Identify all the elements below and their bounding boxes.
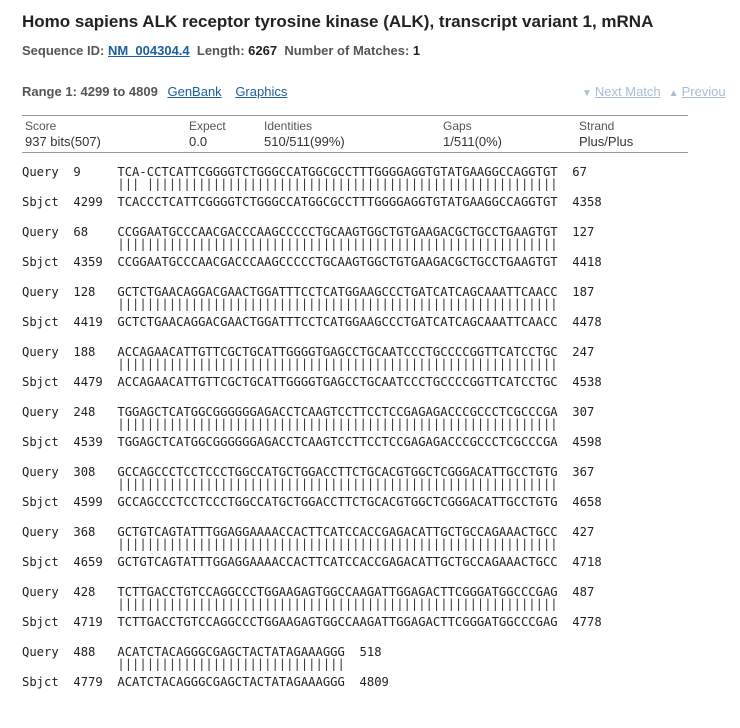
next-arrow-icon: ▼ xyxy=(582,88,592,99)
query-line: Query 368 GCTGTCAGTATTTGGAGGAAAACCACTTCA… xyxy=(22,525,595,539)
match-line: ||||||||||||||||||||||||||||||||||||||||… xyxy=(22,537,558,551)
sequence-id-link[interactable]: NM_004304.4 xyxy=(107,43,190,58)
query-line: Query 428 TCTTGACCTGTCCAGGCCCTGGAAGAGTGG… xyxy=(22,585,595,599)
query-line: Query 188 ACCAGAACATTGTTCGCTGCATTGGGGTGA… xyxy=(22,345,595,359)
match-line: ||| ||||||||||||||||||||||||||||||||||||… xyxy=(22,177,558,191)
subject-line: Sbjct 4299 TCACCCTCATTCGGGGTCTGGGCCATGGC… xyxy=(22,195,602,209)
match-navigation: ▼ Next Match ▲ Previou xyxy=(582,84,726,99)
score-table: Score 937 bits(507) Expect 0.0 Identitie… xyxy=(22,115,688,153)
strand-column: Strand Plus/Plus xyxy=(579,119,633,149)
match-line: ||||||||||||||||||||||||||||||||||||||||… xyxy=(22,477,558,491)
subject-line: Sbjct 4719 TCTTGACCTGTCCAGGCCCTGGAAGAGTG… xyxy=(22,615,602,629)
length-value: 6267 xyxy=(248,43,278,58)
range-row: Range 1: 4299 to 4809 GenBank Graphics xyxy=(22,84,287,99)
match-line: ||||||||||||||||||||||||||||||| xyxy=(22,657,345,671)
score-header: Score xyxy=(25,119,57,133)
gaps-column: Gaps 1/511(0%) xyxy=(443,119,502,149)
gaps-value: 1/511(0%) xyxy=(443,134,503,149)
subject-line: Sbjct 4659 GCTGTCAGTATTTGGAGGAAAACCACTTC… xyxy=(22,555,602,569)
subject-line: Sbjct 4599 GCCAGCCCTCCTCCCTGGCCATGCTGGAC… xyxy=(22,495,602,509)
previous-match-link[interactable]: Previou xyxy=(681,84,726,99)
previous-arrow-icon: ▲ xyxy=(668,88,679,99)
sequence-meta: Sequence ID: NM_004304.4 Length: 6267 Nu… xyxy=(22,43,420,58)
match-line: ||||||||||||||||||||||||||||||||||||||||… xyxy=(22,597,558,611)
subject-line: Sbjct 4779 ACATCTACAGGGCGAGCTACTATAGAAAG… xyxy=(22,675,389,689)
gaps-header: Gaps xyxy=(443,119,472,133)
score-value: 937 bits(507) xyxy=(25,134,101,149)
query-line: Query 9 TCA-CCTCATTCGGGGTCTGGGCCATGGCGCC… xyxy=(22,165,587,179)
identities-value: 510/511(99%) xyxy=(264,134,345,149)
strand-value: Plus/Plus xyxy=(579,134,634,149)
page-title: Homo sapiens ALK receptor tyrosine kinas… xyxy=(22,12,654,31)
subject-line: Sbjct 4539 TGGAGCTCATGGCGGGGGGAGACCTCAAG… xyxy=(22,435,602,449)
expect-column: Expect 0.0 xyxy=(189,119,226,149)
range-label: Range 1: 4299 to 4809 xyxy=(22,84,158,99)
subject-line: Sbjct 4479 ACCAGAACATTGTTCGCTGCATTGGGGTG… xyxy=(22,375,602,389)
genbank-link[interactable]: GenBank xyxy=(167,84,222,99)
matches-value: 1 xyxy=(412,43,421,58)
next-match-link[interactable]: Next Match xyxy=(594,84,661,99)
match-line: ||||||||||||||||||||||||||||||||||||||||… xyxy=(22,297,558,311)
match-line: ||||||||||||||||||||||||||||||||||||||||… xyxy=(22,357,558,371)
subject-line: Sbjct 4359 CCGGAATGCCCAACGACCCAAGCCCCCTG… xyxy=(22,255,602,269)
sequence-id-label: Sequence ID: xyxy=(22,43,105,58)
score-column: Score 937 bits(507) xyxy=(25,119,101,149)
query-line: Query 128 GCTCTGAACAGGACGAACTGGATTTCCTCA… xyxy=(22,285,595,299)
expect-value: 0.0 xyxy=(189,134,208,149)
expect-header: Expect xyxy=(189,119,226,133)
match-line: ||||||||||||||||||||||||||||||||||||||||… xyxy=(22,237,558,251)
strand-header: Strand xyxy=(579,119,615,133)
matches-label: Number of Matches: xyxy=(284,43,410,58)
subject-line: Sbjct 4419 GCTCTGAACAGGACGAACTGGATTTCCTC… xyxy=(22,315,602,329)
query-line: Query 488 ACATCTACAGGGCGAGCTACTATAGAAAGG… xyxy=(22,645,382,659)
query-line: Query 308 GCCAGCCCTCCTCCCTGGCCATGCTGGACC… xyxy=(22,465,595,479)
identities-column: Identities 510/511(99%) xyxy=(264,119,345,149)
length-label: Length: xyxy=(196,43,245,58)
query-line: Query 68 CCGGAATGCCCAACGACCCAAGCCCCCTGCA… xyxy=(22,225,595,239)
match-line: ||||||||||||||||||||||||||||||||||||||||… xyxy=(22,417,558,431)
graphics-link[interactable]: Graphics xyxy=(235,84,288,99)
query-line: Query 248 TGGAGCTCATGGCGGGGGGAGACCTCAAGT… xyxy=(22,405,595,419)
identities-header: Identities xyxy=(264,119,313,133)
